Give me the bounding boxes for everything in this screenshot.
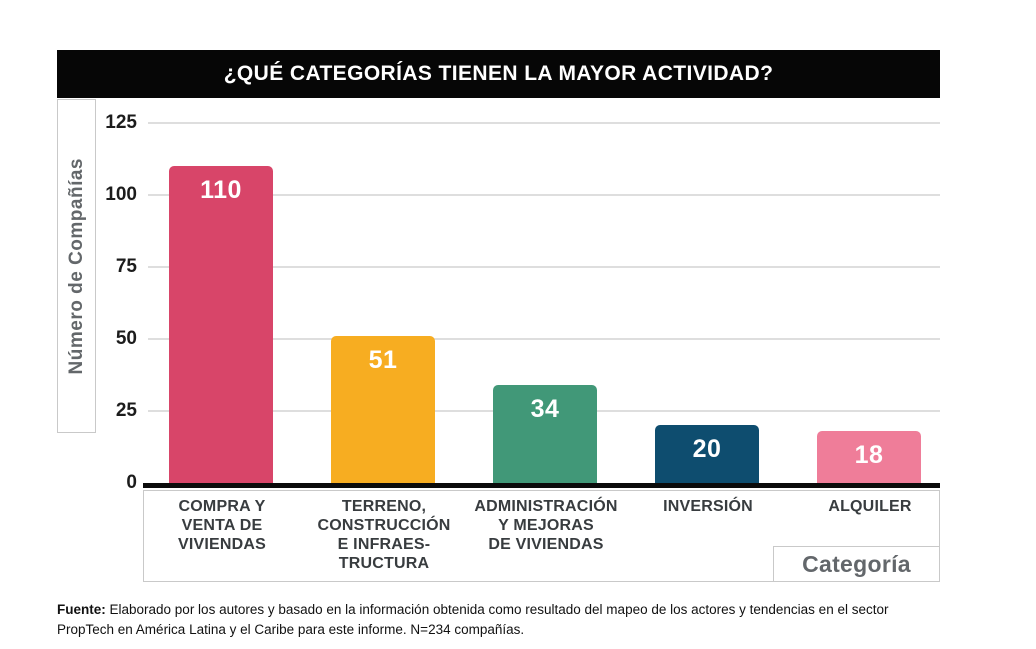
y-tick-label: 0 bbox=[126, 472, 137, 493]
bar: 110 bbox=[169, 166, 273, 483]
y-tick-label: 75 bbox=[115, 256, 137, 277]
gridline bbox=[148, 266, 940, 268]
source-note: Fuente: Elaborado por los autores y basa… bbox=[57, 600, 943, 641]
y-tick-label: 125 bbox=[105, 112, 137, 133]
bar-value-label: 110 bbox=[200, 176, 242, 204]
source-note-label: Fuente: bbox=[57, 602, 106, 617]
x-category-label: TERRENO, CONSTRUCCIÓN E INFRAES- TRUCTUR… bbox=[317, 498, 451, 572]
gridline bbox=[148, 338, 940, 340]
x-axis-line bbox=[143, 483, 940, 488]
chart-title: ¿QUÉ CATEGORÍAS TIENEN LA MAYOR ACTIVIDA… bbox=[223, 62, 774, 85]
y-axis-label-box: Número de Compañías bbox=[57, 99, 96, 433]
y-axis-label: Número de Compañías bbox=[65, 157, 87, 375]
bar: 20 bbox=[655, 425, 759, 483]
gridline bbox=[148, 194, 940, 196]
x-axis-label: Categoría bbox=[802, 550, 911, 577]
plot-area: 0 25 50 75 100 125 110 51 34 20 18 bbox=[95, 98, 940, 493]
bar-value-label: 51 bbox=[368, 346, 398, 374]
x-category-label: INVERSIÓN bbox=[663, 498, 753, 515]
source-note-text: Elaborado por los autores y basado en la… bbox=[57, 602, 889, 638]
bar-value-label: 20 bbox=[692, 435, 722, 463]
x-category-label: ADMINISTRACIÓN Y MEJORAS DE VIVIENDAS bbox=[474, 498, 618, 553]
bar-value-label: 18 bbox=[854, 441, 884, 469]
x-category-label: COMPRA Y VENTA DE VIVIENDAS bbox=[177, 498, 267, 553]
bar: 34 bbox=[493, 385, 597, 483]
bar-value-label: 34 bbox=[530, 395, 560, 423]
bar: 18 bbox=[817, 431, 921, 483]
bar: 51 bbox=[331, 336, 435, 483]
x-category-label: ALQUILER bbox=[828, 498, 912, 515]
y-tick-label: 100 bbox=[105, 184, 137, 205]
x-axis-label-box: Categoría bbox=[773, 546, 940, 582]
chart-title-bar: ¿QUÉ CATEGORÍAS TIENEN LA MAYOR ACTIVIDA… bbox=[57, 50, 940, 98]
gridline bbox=[148, 122, 940, 124]
y-tick-label: 50 bbox=[115, 328, 137, 349]
y-tick-label: 25 bbox=[115, 400, 137, 421]
